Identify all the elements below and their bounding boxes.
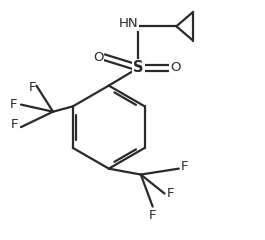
Text: F: F [29,81,36,95]
Text: HN: HN [119,18,139,30]
Text: F: F [10,98,17,111]
Text: F: F [11,118,19,131]
Text: O: O [93,51,103,64]
Text: S: S [133,60,144,75]
Text: F: F [167,187,174,200]
Text: O: O [170,61,180,74]
Text: F: F [149,209,156,222]
Text: F: F [181,160,189,173]
